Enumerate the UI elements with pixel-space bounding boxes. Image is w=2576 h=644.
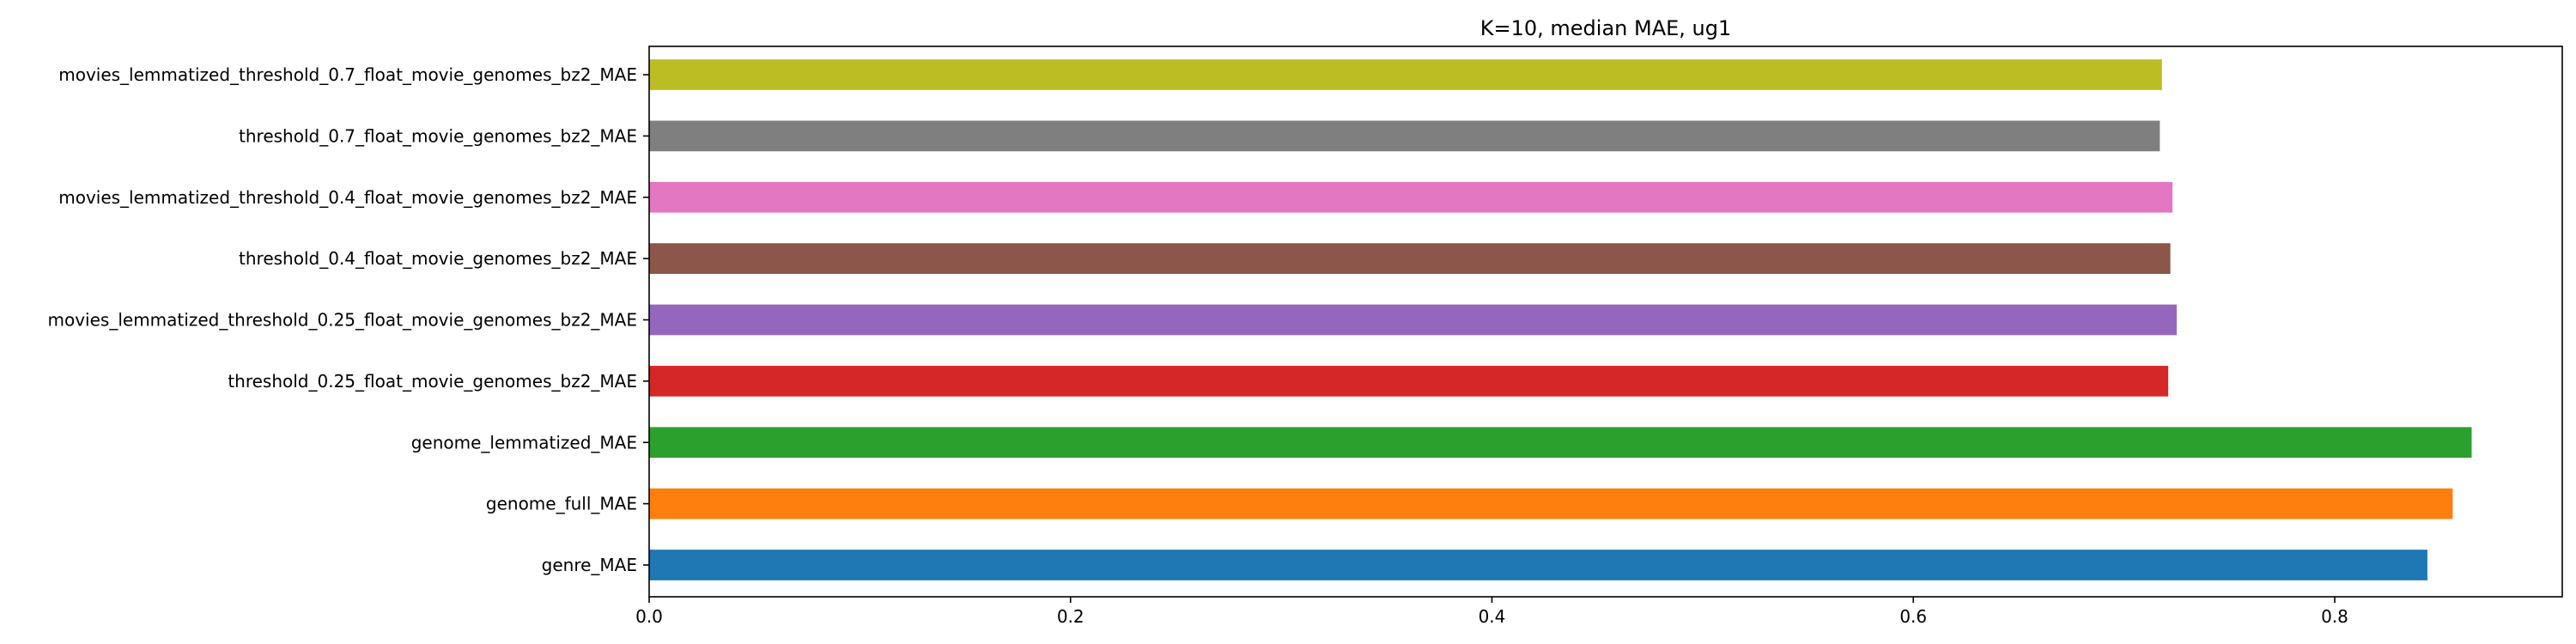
- x-tick-label: 0.8: [2321, 606, 2348, 627]
- y-tick-label: movies_lemmatized_threshold_0.7_float_mo…: [58, 64, 637, 85]
- x-tick-label: 0.2: [1057, 606, 1084, 627]
- plot-area-frame: [648, 46, 2563, 598]
- bar-movies_lemmatized_threshold_0.25_float_movie_genomes_bz2_MAE: [649, 304, 2177, 336]
- bar-threshold_0.25_float_movie_genomes_bz2_MAE: [649, 366, 2169, 397]
- bar-threshold_0.4_float_movie_genomes_bz2_MAE: [649, 243, 2171, 274]
- y-tick-label: threshold_0.4_float_movie_genomes_bz2_MA…: [239, 248, 637, 269]
- y-tick-label: movies_lemmatized_threshold_0.25_float_m…: [48, 310, 638, 331]
- x-tick-label: 0.0: [635, 606, 663, 627]
- bar-genome_lemmatized_MAE: [649, 427, 2472, 459]
- x-tick-label: 0.6: [1899, 606, 1927, 627]
- y-axis: genre_MAE genome_full_MAE genome_lemmatize…: [48, 64, 649, 575]
- y-tick-label: genome_lemmatized_MAE: [411, 432, 637, 453]
- bar-genre_MAE: [649, 550, 2427, 580]
- y-tick-label: movies_lemmatized_threshold_0.4_float_mo…: [58, 187, 637, 208]
- x-axis: 0.0 0.2 0.4 0.6 0.8: [635, 597, 2348, 627]
- bar-threshold_0.7_float_movie_genomes_bz2_MAE: [649, 120, 2160, 152]
- bar-movies_lemmatized_threshold_0.4_float_movie_genomes_bz2_MAE: [649, 181, 2173, 213]
- bar-genome_full_MAE: [649, 488, 2453, 519]
- bar-movies_lemmatized_threshold_0.7_float_movie_genomes_bz2_MAE: [649, 59, 2162, 90]
- x-tick-label: 0.4: [1479, 606, 1506, 627]
- y-tick-label: genre_MAE: [542, 555, 637, 575]
- chart-title: K=10, median MAE, ug1: [1480, 16, 1732, 40]
- y-tick-label: genome_full_MAE: [486, 494, 637, 514]
- bars: [649, 59, 2472, 580]
- y-tick-label: threshold_0.7_float_movie_genomes_bz2_MA…: [239, 125, 637, 146]
- y-tick-label: threshold_0.25_float_movie_genomes_bz2_M…: [228, 371, 637, 392]
